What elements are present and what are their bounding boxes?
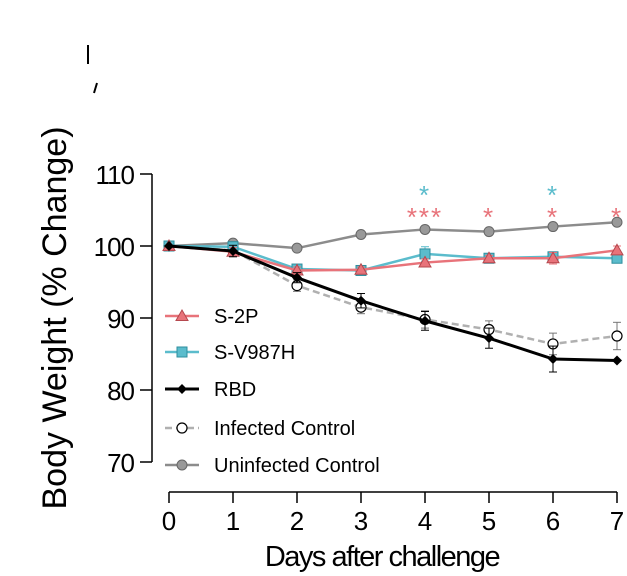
data-point	[546, 251, 560, 264]
legend-marker	[177, 384, 187, 394]
x-tick-label: 1	[226, 506, 240, 536]
series-layer	[162, 216, 624, 373]
data-point	[611, 216, 623, 228]
legend-label: S-2P	[214, 306, 258, 328]
legend-item: S-2P	[165, 306, 258, 328]
legend-label: S-V987H	[214, 342, 295, 364]
x-tick-label: 7	[610, 506, 624, 536]
data-point	[228, 246, 238, 257]
legend-marker	[176, 346, 188, 358]
significance-marker: *	[547, 180, 559, 210]
x-tick-label: 2	[290, 506, 304, 536]
significance-annotations: **** *** *	[407, 180, 623, 232]
series-line	[168, 244, 618, 346]
y-tick-label: 80	[107, 376, 134, 406]
legend-marker	[175, 308, 189, 321]
data-point	[611, 330, 623, 342]
cropped-mark	[93, 82, 98, 94]
x-tick-label: 0	[162, 506, 176, 536]
y-tick-label: 110	[96, 160, 135, 190]
series-rbd	[164, 241, 622, 373]
data-point	[355, 228, 367, 240]
data-point	[482, 251, 496, 264]
legend-item: Uninfected Control	[165, 455, 380, 477]
y-axis-title: Body Weight (% Change)	[36, 126, 74, 509]
data-point	[420, 315, 430, 326]
legend-label: Uninfected Control	[214, 455, 380, 477]
y-tick-label: 70	[107, 448, 134, 478]
data-point	[354, 262, 368, 275]
data-point	[548, 354, 558, 365]
series-line	[168, 244, 618, 362]
x-tick-label: 4	[418, 506, 432, 536]
legend-marker	[176, 422, 188, 434]
data-point	[292, 272, 302, 283]
x-tick-label: 3	[354, 506, 368, 536]
legend-item: S-V987H	[165, 342, 295, 364]
significance-marker: *	[611, 202, 623, 232]
data-point	[418, 255, 432, 268]
data-point	[610, 243, 624, 256]
x-tick-label: 6	[546, 506, 560, 536]
data-point	[483, 226, 495, 238]
legend-marker	[176, 459, 188, 471]
x-tick-label: 5	[482, 506, 496, 536]
x-ticks: 0 1 2 3 4 5 6 7	[162, 492, 624, 536]
legend-item: RBD	[165, 379, 256, 401]
legend-label: Infected Control	[214, 418, 355, 440]
data-point	[164, 241, 174, 251]
significance-marker: *	[483, 202, 495, 232]
data-point	[484, 333, 494, 344]
x-axis-title: Days after challenge	[265, 541, 500, 573]
data-point	[291, 242, 303, 254]
data-point	[547, 221, 559, 233]
significance-marker: ***	[407, 202, 443, 232]
significance-marker: *	[547, 202, 559, 232]
series-line	[168, 220, 618, 250]
data-point	[356, 295, 366, 306]
data-point	[612, 355, 622, 366]
legend-item: Infected Control	[165, 418, 355, 440]
legend: S-2P S-V987H RBD Infected Control Uninfected…	[165, 306, 380, 477]
legend-label: RBD	[214, 379, 256, 401]
y-tick-label: 100	[94, 232, 135, 262]
significance-marker: *	[419, 180, 431, 210]
data-point	[419, 223, 431, 235]
y-ticks: 70 80 90 100 110	[94, 160, 152, 478]
y-tick-label: 90	[107, 304, 134, 334]
